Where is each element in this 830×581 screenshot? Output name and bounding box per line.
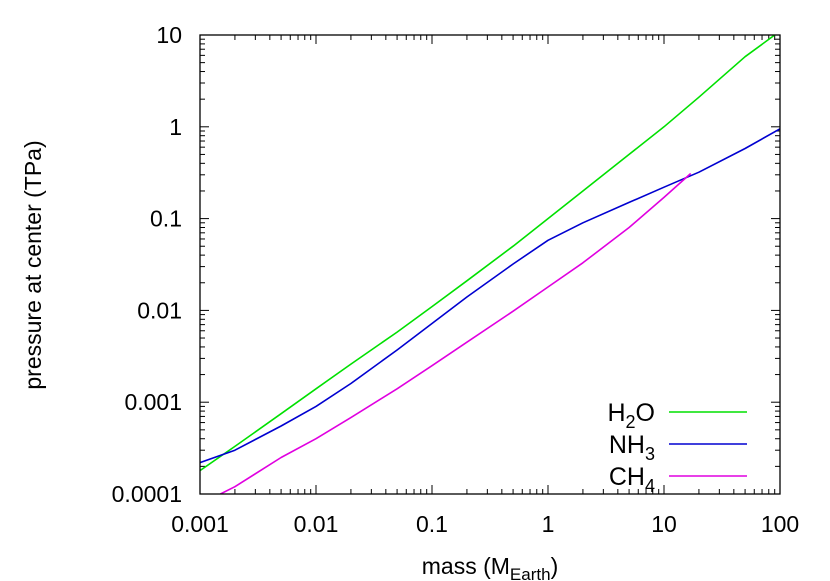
- x-tick-label: 0.01: [294, 511, 339, 537]
- y-tick-labels: 0.0001 0.001 0.01 0.1 1 10: [112, 22, 182, 507]
- axis-ticks: [199, 34, 781, 495]
- plot-frame: [199, 34, 781, 495]
- x-tick-labels: 0.001 0.01 0.1 1 10 100: [171, 511, 799, 537]
- series-line-h2o: [200, 35, 776, 472]
- legend-label-ch4: CH4: [609, 463, 655, 496]
- x-axis-label-subscript: Earth: [510, 565, 551, 581]
- legend-label-h2o: H2O: [607, 399, 655, 432]
- y-tick-label: 0.0001: [112, 481, 182, 507]
- x-axis-label-prefix: mass (M: [422, 553, 510, 579]
- x-tick-label: 10: [651, 511, 677, 537]
- y-tick-label: 10: [156, 22, 182, 48]
- x-tick-label: 100: [761, 511, 799, 537]
- y-tick-label: 0.1: [150, 206, 182, 232]
- y-axis-label: pressure at center (TPa): [20, 140, 46, 389]
- x-tick-label: 0.1: [416, 511, 448, 537]
- y-tick-label: 0.01: [137, 297, 182, 323]
- y-tick-label: 0.001: [124, 389, 182, 415]
- series-line-nh3: [200, 128, 780, 464]
- x-tick-label: 0.001: [171, 511, 229, 537]
- x-axis-label-suffix: ): [551, 553, 559, 579]
- series-lines: [200, 35, 780, 494]
- x-tick-label: 1: [542, 511, 555, 537]
- x-axis-label: mass (MEarth): [422, 553, 558, 581]
- series-line-ch4: [220, 172, 692, 494]
- y-tick-label: 1: [169, 114, 182, 140]
- legend-label-nh3: NH3: [609, 431, 655, 464]
